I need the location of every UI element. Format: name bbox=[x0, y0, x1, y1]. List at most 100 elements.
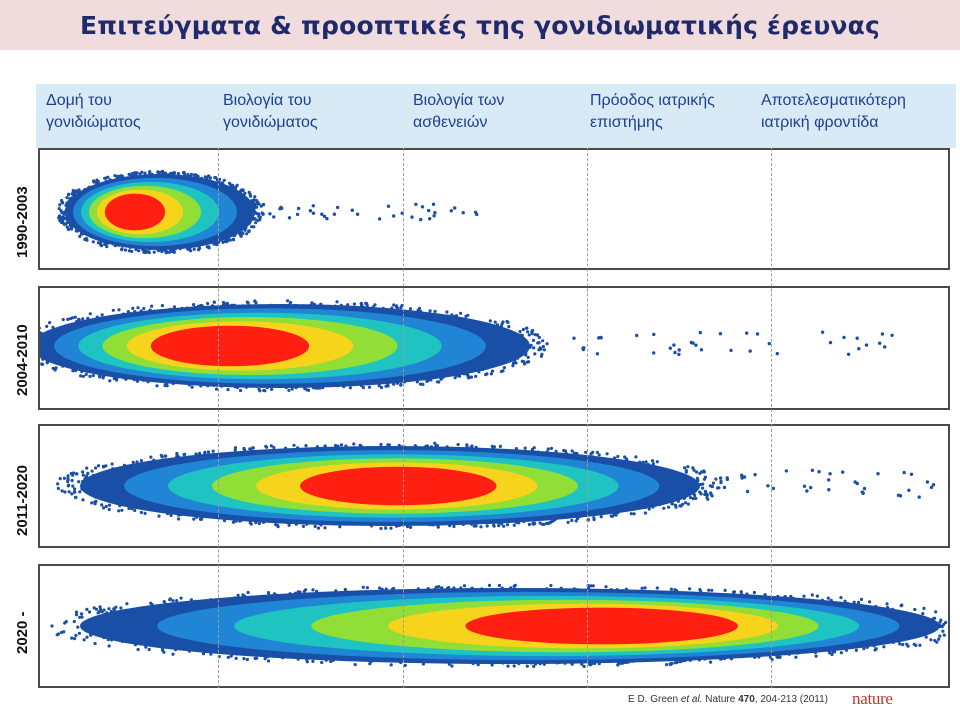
scatter-dot bbox=[546, 447, 550, 451]
scatter-dot bbox=[518, 329, 522, 334]
scatter-dot bbox=[258, 215, 262, 219]
scatter-dot bbox=[60, 489, 64, 493]
scatter-dot bbox=[361, 585, 365, 589]
scatter-dot bbox=[679, 504, 683, 508]
panel-1990-2003 bbox=[38, 148, 950, 270]
scatter-dot bbox=[325, 217, 329, 221]
scatter-dot bbox=[589, 584, 593, 588]
scatter-dot bbox=[722, 485, 727, 490]
scatter-dot bbox=[864, 343, 869, 347]
scatter-dot bbox=[880, 332, 885, 336]
scatter-dot bbox=[898, 642, 902, 646]
scatter-dot bbox=[112, 607, 116, 611]
scatter-dot bbox=[169, 513, 173, 517]
scatter-dot bbox=[96, 464, 101, 468]
scatter-dot bbox=[702, 470, 706, 474]
scatter-dot bbox=[131, 460, 135, 464]
scatter-dot bbox=[616, 663, 620, 667]
title-bar: Επιτεύγματα & προοπτικές της γονιδιωματι… bbox=[0, 0, 960, 50]
scatter-dot bbox=[595, 352, 600, 356]
scatter-dot bbox=[525, 326, 529, 330]
scatter-dot bbox=[69, 317, 73, 321]
page-title: Επιτεύγματα & προοπτικές της γονιδιωματι… bbox=[79, 10, 881, 40]
scatter-dot bbox=[532, 446, 536, 450]
scatter-dot bbox=[104, 504, 108, 509]
scatter-dot bbox=[827, 478, 831, 482]
scatter-dot bbox=[226, 388, 230, 392]
scatter-dot bbox=[254, 205, 259, 209]
scatter-dot bbox=[828, 472, 832, 476]
scatter-dot bbox=[857, 600, 861, 604]
scatter-dot bbox=[206, 450, 210, 454]
scatter-dot bbox=[922, 606, 926, 610]
scatter-dot bbox=[261, 212, 265, 216]
blob-2004-2010 bbox=[40, 299, 894, 393]
scatter-dot bbox=[360, 303, 364, 307]
scatter-dot bbox=[802, 594, 806, 598]
scatter-dot bbox=[591, 584, 595, 588]
scatter-dot bbox=[692, 468, 696, 472]
scatter-dot bbox=[912, 642, 916, 646]
scatter-dot bbox=[431, 202, 436, 206]
scatter-dot bbox=[142, 306, 146, 311]
scatter-dot bbox=[479, 525, 483, 529]
scatter-dot bbox=[497, 524, 501, 528]
scatter-dot bbox=[794, 655, 798, 659]
scatter-dot bbox=[79, 612, 84, 616]
scatter-dot bbox=[57, 214, 62, 218]
scatter-dot bbox=[266, 659, 271, 663]
scatter-dot bbox=[239, 388, 243, 393]
scatter-dot bbox=[692, 493, 697, 497]
scatter-dot bbox=[329, 659, 333, 664]
density-layer bbox=[465, 607, 738, 645]
scatter-dot bbox=[532, 664, 536, 668]
scatter-dot bbox=[432, 214, 436, 218]
scatter-dot bbox=[85, 466, 89, 470]
scatter-dot bbox=[394, 304, 399, 308]
scatter-dot bbox=[717, 486, 721, 490]
scatter-dot bbox=[445, 310, 449, 314]
scatter-dot bbox=[214, 387, 219, 391]
scatter-dot bbox=[703, 475, 708, 479]
scatter-dot bbox=[239, 234, 243, 238]
scatter-dot bbox=[529, 343, 533, 347]
scatter-dot bbox=[246, 590, 250, 595]
scatter-dot bbox=[40, 330, 41, 334]
scatter-dot bbox=[917, 495, 921, 499]
citation-pages: , 204-213 (2011) bbox=[754, 694, 828, 705]
scatter-dot bbox=[921, 612, 925, 616]
scatter-dot bbox=[906, 644, 910, 648]
scatter-dot bbox=[428, 217, 432, 221]
scatter-dot bbox=[149, 455, 153, 459]
scatter-dot bbox=[434, 585, 438, 589]
scatter-dot bbox=[527, 360, 531, 364]
scatter-dot bbox=[88, 374, 92, 378]
period-label-2020: 2020 - bbox=[14, 611, 31, 654]
scatter-dot bbox=[278, 207, 282, 211]
scatter-dot bbox=[81, 473, 85, 477]
scatter-dot bbox=[111, 308, 115, 312]
scatter-dot bbox=[839, 596, 843, 600]
scatter-dot bbox=[192, 517, 196, 521]
column-header-genome-biology: Βιολογία του γονιδιώματος bbox=[223, 92, 318, 131]
scatter-dot bbox=[74, 495, 78, 499]
citation-etal: et al. bbox=[680, 694, 703, 705]
scatter-dot bbox=[820, 330, 825, 334]
scatter-dot bbox=[70, 636, 74, 640]
scatter-dot bbox=[729, 348, 733, 353]
scatter-dot bbox=[227, 181, 232, 185]
scatter-dot bbox=[874, 647, 878, 651]
scatter-dot bbox=[175, 453, 179, 457]
column-header-genome-structure: Δομή του γονιδιώματος bbox=[46, 92, 141, 131]
scatter-dot bbox=[72, 619, 76, 624]
scatter-dot bbox=[605, 452, 609, 456]
scatter-dot bbox=[817, 470, 821, 474]
column-header-healthcare: Αποτελεσματικότερη ιατρική φροντίδα bbox=[761, 92, 906, 131]
scatter-dot bbox=[107, 503, 112, 507]
scatter-dot bbox=[262, 388, 266, 393]
scatter-dot bbox=[526, 355, 530, 359]
scatter-dot bbox=[667, 505, 671, 509]
scatter-dot bbox=[189, 249, 193, 253]
scatter-dot bbox=[732, 590, 737, 594]
scatter-dot bbox=[465, 443, 469, 447]
